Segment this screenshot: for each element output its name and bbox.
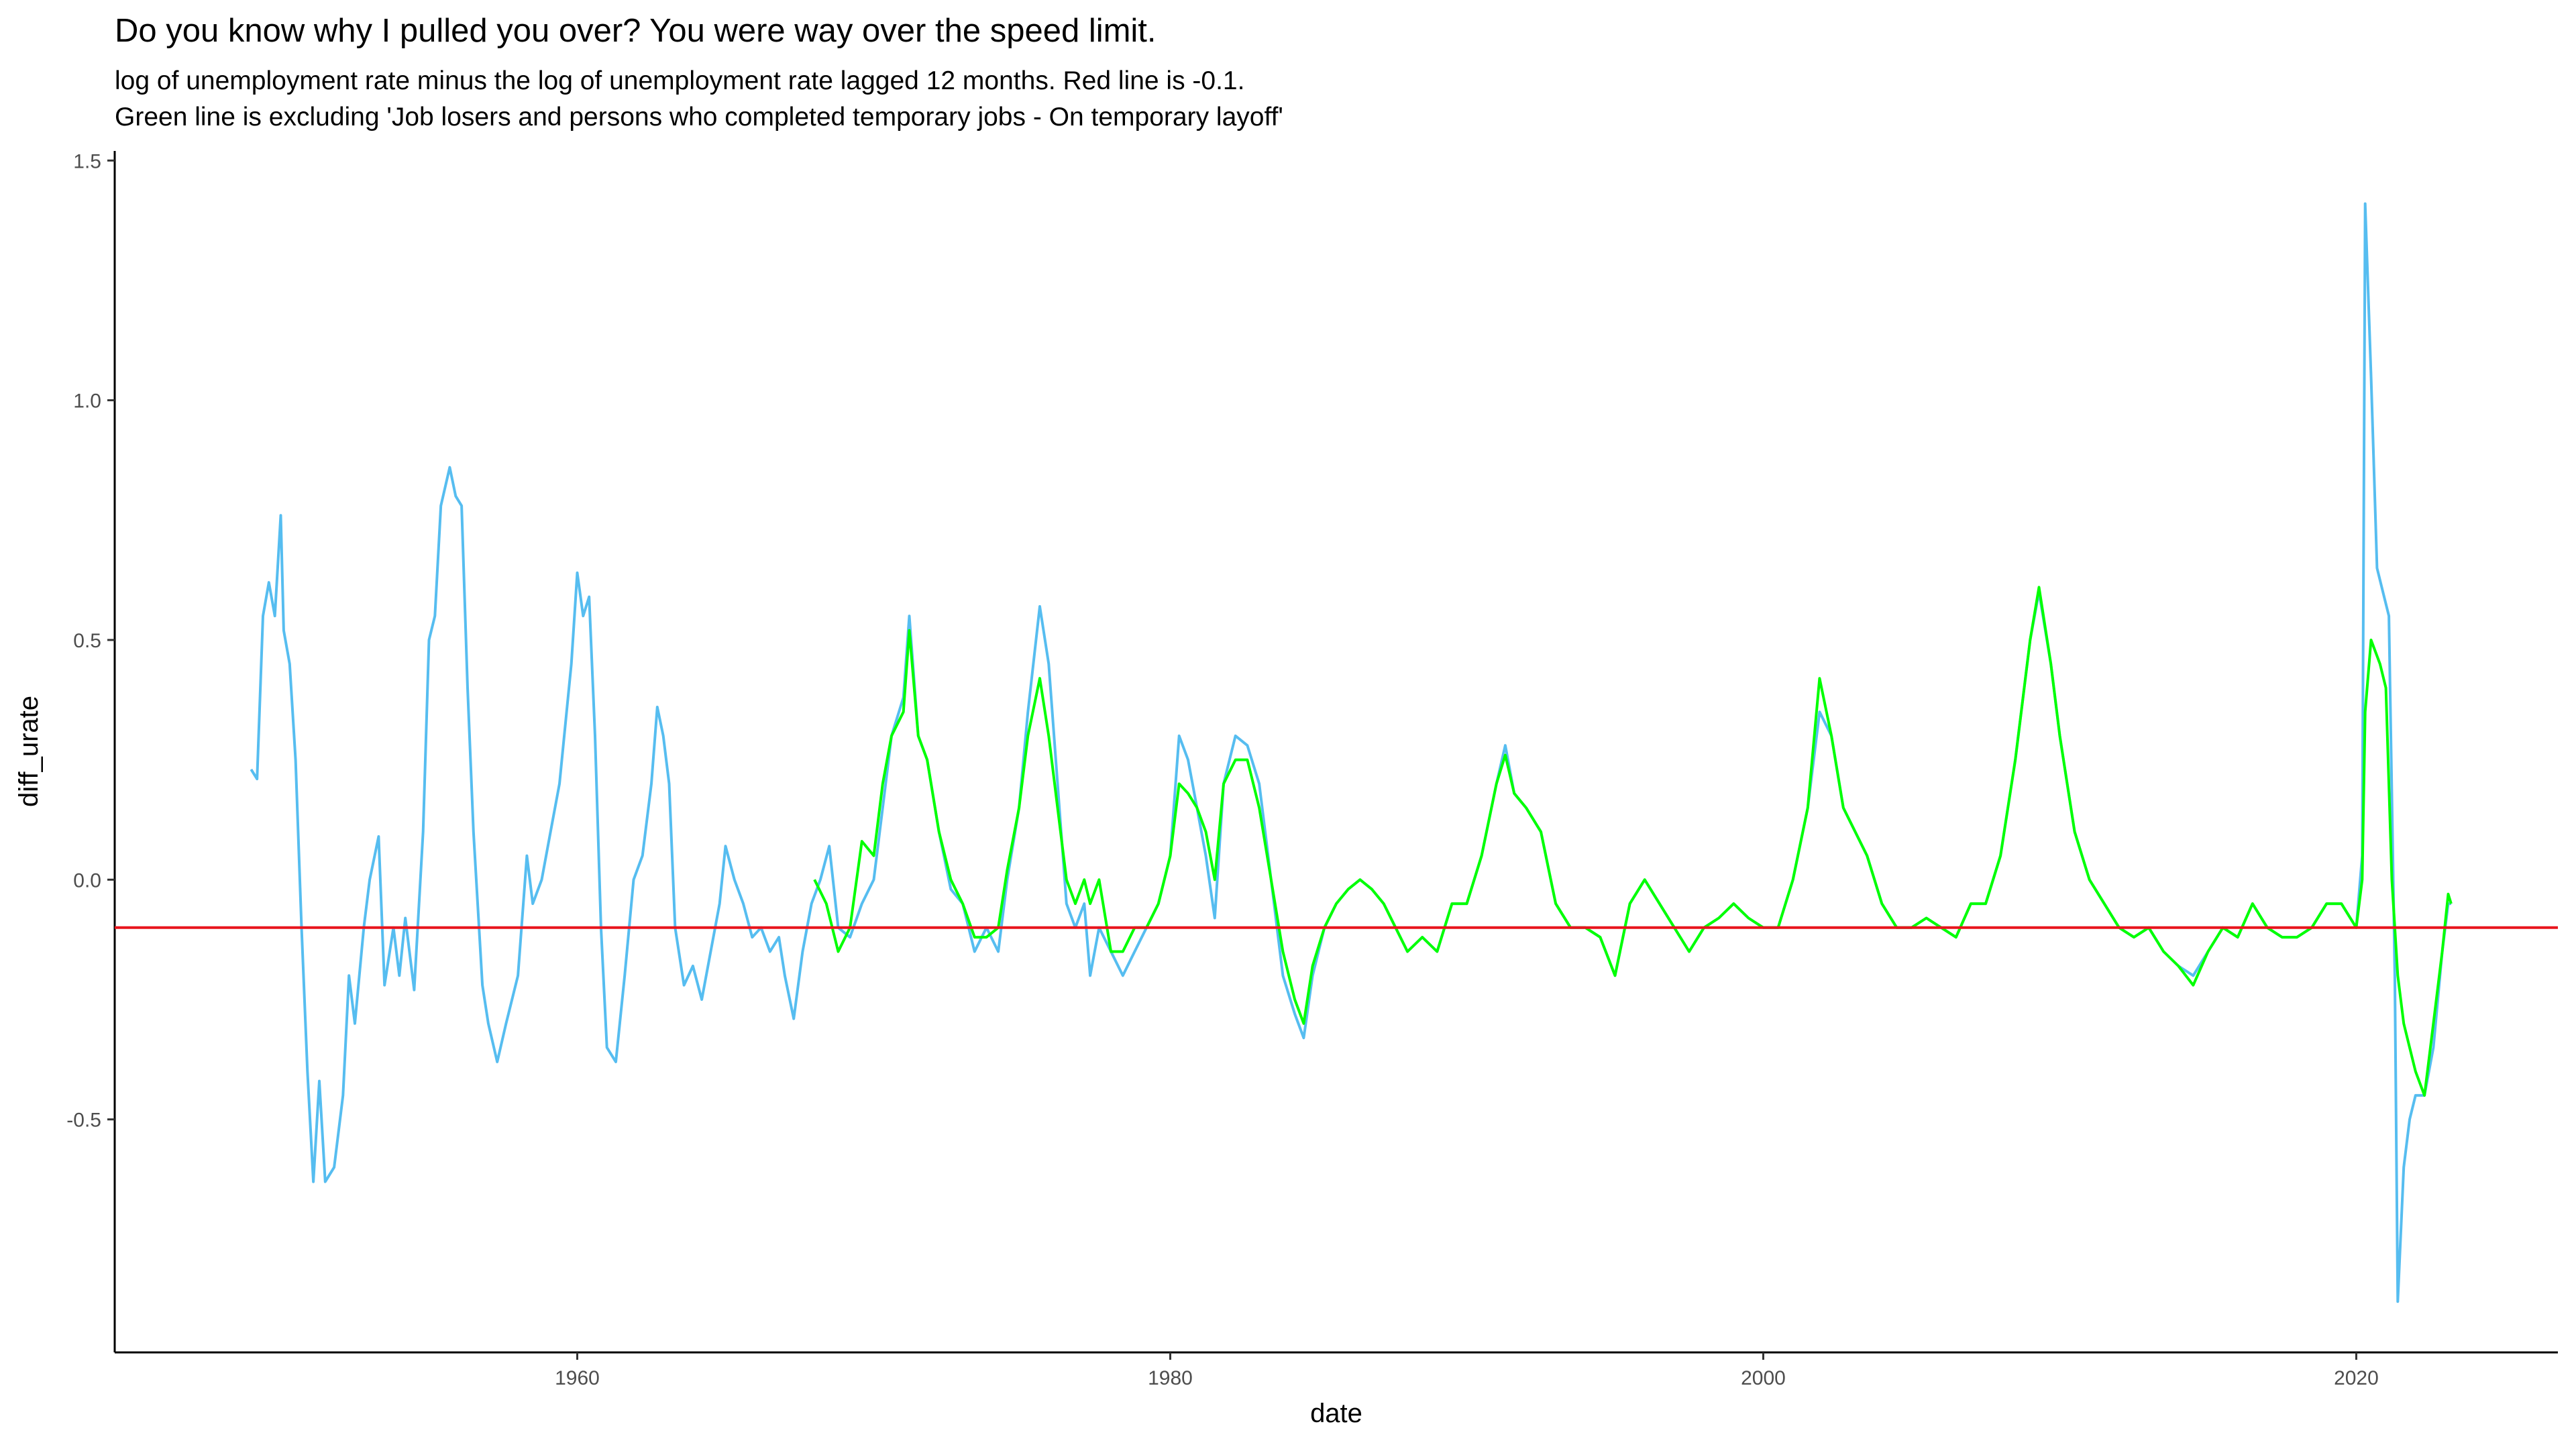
data-line: [250, 202, 2451, 1303]
y-tick-label: 1.0: [73, 390, 101, 413]
y-axis-title: diff_urate: [14, 696, 44, 807]
x-tick-label: 2000: [1741, 1367, 1786, 1389]
chart-subtitle: Green line is excluding 'Job losers and …: [115, 103, 1283, 131]
chart-title: Do you know why I pulled you over? You w…: [115, 13, 1157, 49]
x-axis-title: date: [1310, 1399, 1362, 1428]
data-line: [813, 586, 2453, 1097]
y-tick-label: 1.5: [73, 150, 101, 172]
y-tick-label: 0.0: [73, 869, 101, 892]
x-tick-label: 1980: [1148, 1367, 1193, 1389]
y-tick-label: 0.5: [73, 630, 101, 652]
y-tick-label: -0.5: [66, 1110, 101, 1132]
x-tick-label: 2020: [2334, 1367, 2379, 1389]
x-tick-label: 1960: [555, 1367, 600, 1389]
chart-subtitle: log of unemployment rate minus the log o…: [115, 66, 1244, 95]
